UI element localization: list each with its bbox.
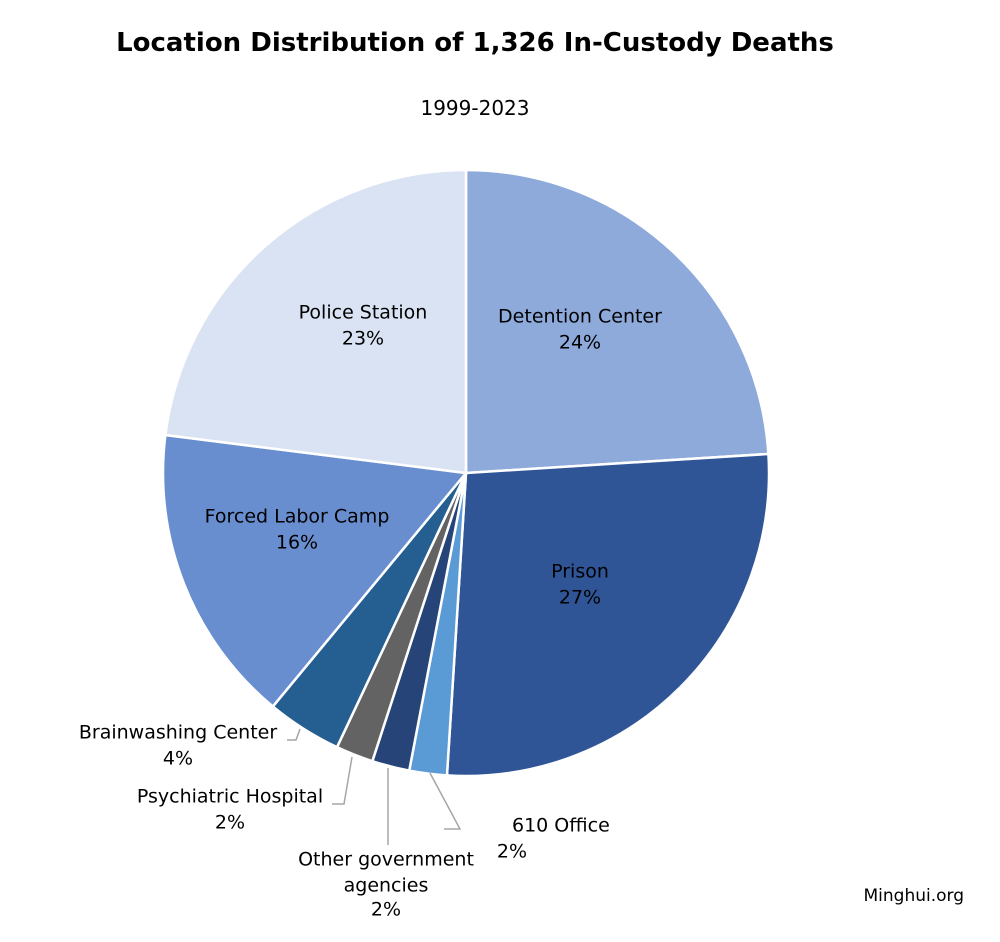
slice-percent-610-office: 2% [497, 841, 527, 863]
slice-label-psychiatric-hospital: Psychiatric Hospital [137, 786, 323, 808]
slice-percent-police-station: 23% [342, 328, 384, 350]
slice-label-forced-labor-camp: Forced Labor Camp [205, 506, 390, 528]
slice-percent-other-government-agencies: 2% [371, 899, 401, 921]
slice-label-brainwashing-center: Brainwashing Center [79, 722, 277, 744]
leader-line [429, 772, 462, 830]
chart-title: Location Distribution of 1,326 In-Custod… [116, 28, 834, 58]
pie-slice-prison [445, 452, 771, 778]
slice-percent-forced-labor-camp: 16% [276, 532, 318, 554]
source-watermark: Minghui.org [863, 886, 964, 906]
leader-line [287, 728, 301, 741]
pie-slice-detention-center [464, 168, 770, 475]
chart-subtitle: 1999-2023 [420, 96, 530, 120]
slice-percent-psychiatric-hospital: 2% [215, 812, 245, 834]
slice-label-police-station: Police Station [299, 302, 428, 324]
slice-percent-prison: 27% [559, 587, 601, 609]
slice-label-other-government-agencies: Other government [298, 849, 474, 871]
leader-line [332, 756, 353, 805]
slice-label-other-government-agencies: agencies [344, 875, 429, 897]
slice-label-prison: Prison [551, 561, 609, 583]
slice-percent-brainwashing-center: 4% [163, 748, 193, 770]
slice-label-610-office: 610 Office [512, 815, 610, 837]
slice-percent-detention-center: 24% [559, 332, 601, 354]
pie-slice-forced-labor-camp [161, 433, 469, 709]
pie-slice-police-station [163, 168, 468, 475]
slice-label-detention-center: Detention Center [498, 306, 662, 328]
